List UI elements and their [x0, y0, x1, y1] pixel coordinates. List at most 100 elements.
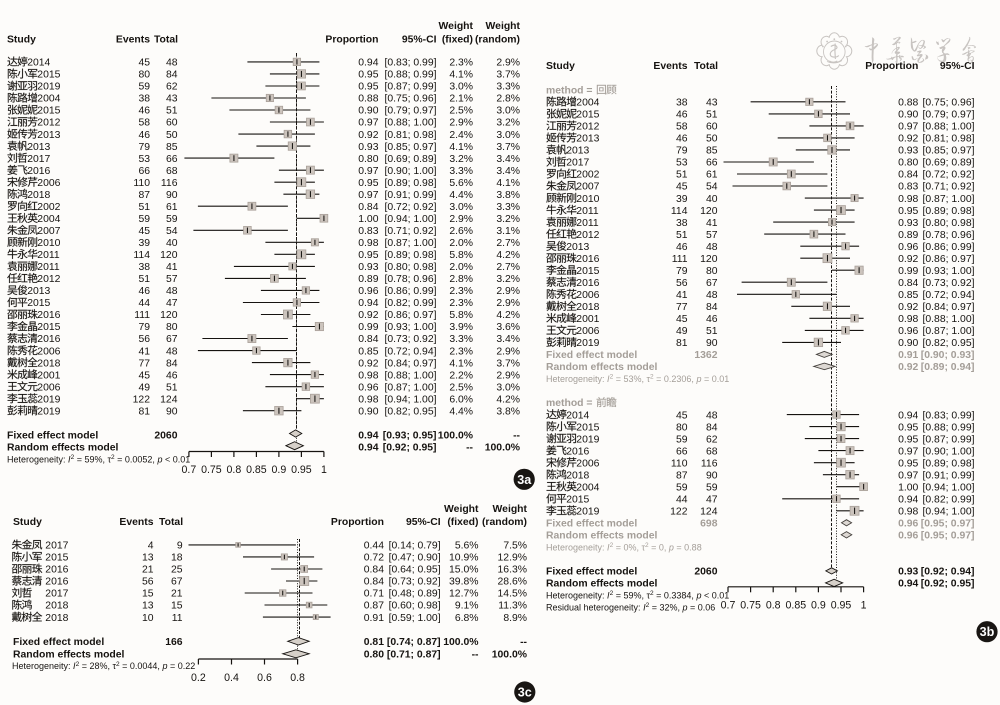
svg-text:2004: 2004 [37, 94, 60, 105]
svg-text:0.90: 0.90 [898, 110, 918, 121]
svg-text:2.7%: 2.7% [496, 262, 520, 273]
svg-text:59: 59 [138, 82, 150, 93]
svg-text:0.84: 0.84 [898, 278, 918, 289]
svg-text:[0.86; 0.97]: [0.86; 0.97] [385, 310, 437, 321]
svg-text:2015: 2015 [576, 422, 599, 433]
svg-text:3.1%: 3.1% [496, 226, 520, 237]
svg-text:49: 49 [138, 382, 150, 393]
svg-text:[0.60; 0.98]: [0.60; 0.98] [389, 601, 441, 612]
svg-text:9.1%: 9.1% [455, 601, 479, 612]
svg-text:Weight: Weight [444, 504, 479, 515]
svg-text:100.0%: 100.0% [492, 650, 527, 661]
svg-text:3.0%: 3.0% [449, 202, 473, 213]
svg-text:50: 50 [166, 130, 178, 141]
svg-text:Study: Study [13, 517, 42, 528]
svg-text:[0.89; 0.94]: [0.89; 0.94] [921, 362, 975, 373]
svg-text:57: 57 [706, 230, 718, 241]
svg-text:0.2: 0.2 [191, 672, 206, 684]
svg-text:3c: 3c [518, 686, 532, 700]
svg-text:2015: 2015 [27, 298, 50, 309]
svg-text:[0.84; 0.97]: [0.84; 0.97] [923, 302, 975, 313]
svg-text:3.7%: 3.7% [496, 358, 520, 369]
svg-text:0.98: 0.98 [358, 370, 378, 381]
svg-text:2006: 2006 [37, 346, 60, 357]
svg-text:Proportion: Proportion [865, 61, 918, 72]
svg-text:Heterogeneity: I2 = 0%, τ2 = 0: Heterogeneity: I2 = 0%, τ2 = 0, p = 0.88 [546, 542, 702, 552]
svg-text:45: 45 [138, 370, 150, 381]
svg-text:--: -- [472, 650, 479, 661]
svg-text:2015: 2015 [576, 266, 599, 277]
svg-text:[0.90; 1.00]: [0.90; 1.00] [923, 446, 975, 457]
svg-text:0.98: 0.98 [358, 238, 378, 249]
svg-text:[0.83; 0.99]: [0.83; 0.99] [385, 58, 437, 69]
svg-text:0.44: 0.44 [364, 541, 384, 552]
svg-text:2.9%: 2.9% [496, 346, 520, 357]
svg-text:Random effects model: Random effects model [546, 531, 658, 542]
svg-text:Fixed effect model: Fixed effect model [546, 567, 637, 578]
svg-text:47: 47 [706, 495, 718, 506]
svg-text:4.1%: 4.1% [496, 178, 520, 189]
svg-text:2.8%: 2.8% [496, 94, 520, 105]
svg-text:0.96: 0.96 [358, 382, 378, 393]
svg-text:3.7%: 3.7% [496, 70, 520, 81]
svg-text:2007: 2007 [576, 182, 599, 193]
svg-text:[0.87; 1.00]: [0.87; 1.00] [385, 238, 437, 249]
svg-text:38: 38 [676, 98, 688, 109]
svg-text:80: 80 [166, 322, 178, 333]
svg-text:2010: 2010 [37, 238, 60, 249]
svg-text:--: -- [520, 637, 527, 648]
svg-text:3.3%: 3.3% [496, 82, 520, 93]
svg-text:67: 67 [166, 334, 178, 345]
svg-text:3a: 3a [517, 473, 532, 487]
svg-text:56: 56 [138, 334, 150, 345]
svg-text:0.94: 0.94 [358, 298, 378, 309]
svg-text:[0.72; 0.94]: [0.72; 0.94] [923, 290, 975, 301]
svg-text:[0.79; 0.97]: [0.79; 0.97] [923, 110, 975, 121]
svg-text:54: 54 [166, 226, 178, 237]
svg-text:[0.78; 0.96]: [0.78; 0.96] [923, 230, 975, 241]
svg-text:51: 51 [676, 170, 688, 181]
svg-text:2013: 2013 [576, 134, 599, 145]
svg-text:46: 46 [676, 110, 688, 121]
svg-text:[0.89; 0.98]: [0.89; 0.98] [923, 206, 975, 217]
svg-text:Random effects model: Random effects model [7, 443, 119, 454]
svg-text:[0.64; 0.95]: [0.64; 0.95] [389, 565, 441, 576]
svg-text:95%-CI: 95%-CI [406, 517, 441, 528]
svg-text:28.6%: 28.6% [498, 577, 527, 588]
svg-text:0.91: 0.91 [898, 350, 918, 361]
svg-text:10: 10 [142, 613, 154, 624]
svg-text:41: 41 [676, 290, 688, 301]
svg-text:0.95: 0.95 [831, 600, 852, 612]
svg-text:3.8%: 3.8% [496, 406, 520, 417]
svg-text:[0.88; 1.00]: [0.88; 1.00] [385, 370, 437, 381]
svg-text:38: 38 [138, 94, 150, 105]
svg-text:2018: 2018 [45, 601, 68, 612]
svg-text:4.4%: 4.4% [449, 190, 473, 201]
svg-text:[0.80; 0.98]: [0.80; 0.98] [385, 262, 437, 273]
svg-text:0.96: 0.96 [898, 326, 918, 337]
svg-text:[0.86; 0.99]: [0.86; 0.99] [385, 286, 437, 297]
svg-text:0.95: 0.95 [358, 250, 378, 261]
svg-text:59: 59 [676, 434, 688, 445]
svg-text:90: 90 [706, 338, 718, 349]
svg-text:0.95: 0.95 [898, 434, 918, 445]
svg-text:46: 46 [676, 242, 688, 253]
svg-text:0.90: 0.90 [358, 106, 378, 117]
svg-text:0.95: 0.95 [291, 464, 312, 476]
svg-text:51: 51 [166, 106, 178, 117]
svg-text:51: 51 [138, 274, 150, 285]
svg-text:(fixed): (fixed) [442, 34, 473, 45]
svg-text:[0.81; 0.98]: [0.81; 0.98] [385, 130, 437, 141]
svg-text:0.80: 0.80 [898, 158, 918, 169]
svg-text:2016: 2016 [576, 278, 599, 289]
svg-text:15: 15 [142, 589, 154, 600]
svg-text:3.2%: 3.2% [449, 154, 473, 165]
svg-text:46: 46 [166, 370, 178, 381]
svg-text:0.97: 0.97 [898, 470, 918, 481]
svg-text:[0.92; 0.95]: [0.92; 0.95] [921, 579, 975, 590]
svg-text:39: 39 [138, 238, 150, 249]
svg-text:3.0%: 3.0% [496, 130, 520, 141]
svg-text:Proportion: Proportion [325, 34, 378, 45]
svg-text:50: 50 [706, 134, 718, 145]
svg-text:2013: 2013 [566, 146, 589, 157]
